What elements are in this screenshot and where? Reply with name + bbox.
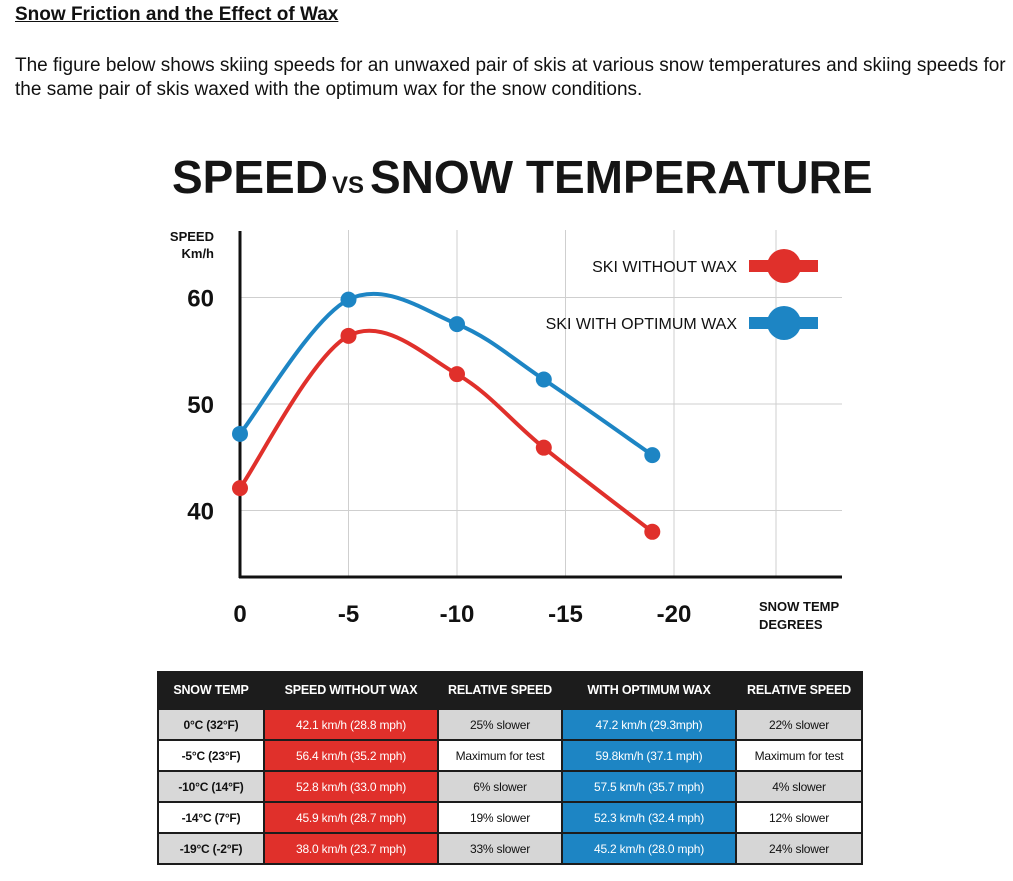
- cell-speed-with-wax: 57.5 km/h (35.7 mph): [561, 770, 737, 803]
- cell-speed-with-wax: 52.3 km/h (32.4 mph): [561, 801, 737, 834]
- cell-relative-speed: 25% slower: [437, 708, 563, 741]
- data-point-without-wax: [644, 523, 661, 540]
- x-tick-label: -10: [440, 601, 475, 628]
- cell-relative-speed: 19% slower: [437, 801, 563, 834]
- cell-speed-without-wax: 42.1 km/h (28.8 mph): [263, 708, 439, 741]
- series-line-without-wax: [238, 328, 655, 534]
- data-point-with-wax: [340, 291, 357, 308]
- y-tick-label: 60: [187, 286, 214, 313]
- table-row: -10°C (14°F) 52.8 km/h (33.0 mph) 6% slo…: [157, 770, 863, 803]
- y-axis-label: SPEED: [170, 229, 214, 244]
- cell-relative-speed: 6% slower: [437, 770, 563, 803]
- x-axis-unit-label: DEGREES: [759, 617, 823, 632]
- x-tick-label: -20: [657, 601, 692, 628]
- chart-title-vs: VS: [331, 172, 364, 199]
- x-axis-label: SNOW TEMP: [759, 599, 839, 614]
- cell-relative-speed: 33% slower: [437, 832, 563, 865]
- cell-speed-with-wax: 45.2 km/h (28.0 mph): [561, 832, 737, 865]
- x-tick-label: -15: [548, 601, 583, 628]
- cell-relative-speed: Maximum for test: [437, 739, 563, 772]
- legend-label-with-wax: SKI WITH OPTIMUM WAX: [546, 316, 738, 333]
- cell-snow-temp: -10°C (14°F): [157, 770, 265, 803]
- header-with-optimum-wax: WITH OPTIMUM WAX: [562, 671, 736, 709]
- header-snow-temp: SNOW TEMP: [158, 671, 264, 709]
- speed-chart: 40 50 60 SPEED Km/h 0 -5 -10 -15 -20 SNOW TEMP DEGR…: [170, 229, 842, 632]
- header-speed-without-wax: SPEED WITHOUT WAX: [264, 671, 438, 709]
- page-heading: Snow Friction and the Effect of Wax: [15, 4, 339, 25]
- data-point-with-wax: [535, 371, 552, 388]
- header-relative-speed: RELATIVE SPEED: [438, 671, 562, 709]
- legend-label-without-wax: SKI WITHOUT WAX: [592, 259, 737, 276]
- header-relative-speed-wax: RELATIVE SPEED: [736, 671, 862, 709]
- cell-snow-temp: -14°C (7°F): [157, 801, 265, 834]
- cell-speed-without-wax: 52.8 km/h (33.0 mph): [263, 770, 439, 803]
- legend-marker-without-wax: [749, 249, 818, 283]
- cell-snow-temp: -19°C (-2°F): [157, 832, 265, 865]
- table-header-row: SNOW TEMP SPEED WITHOUT WAX RELATIVE SPE…: [158, 671, 862, 709]
- chart-title-speed: SPEED: [172, 151, 328, 203]
- chart-title: SPEED VS SNOW TEMPERATURE: [172, 150, 873, 204]
- cell-relative-speed-wax: 12% slower: [735, 801, 863, 834]
- x-tick-label: -5: [338, 601, 359, 628]
- table-row: -14°C (7°F) 45.9 km/h (28.7 mph) 19% slo…: [157, 801, 863, 834]
- legend-marker-with-wax: [749, 306, 818, 340]
- table-row: -5°C (23°F) 56.4 km/h (35.2 mph) Maximum…: [157, 739, 863, 772]
- data-point-without-wax: [449, 366, 465, 383]
- x-tick-label: 0: [233, 601, 246, 628]
- cell-relative-speed-wax: Maximum for test: [735, 739, 863, 772]
- cell-relative-speed-wax: 4% slower: [735, 770, 863, 803]
- table-row: -19°C (-2°F) 38.0 km/h (23.7 mph) 33% sl…: [157, 832, 863, 865]
- cell-snow-temp: -5°C (23°F): [157, 739, 265, 772]
- intro-paragraph: The figure below shows skiing speeds for…: [15, 55, 1006, 100]
- data-point-without-wax: [232, 480, 248, 497]
- cell-relative-speed-wax: 22% slower: [735, 708, 863, 741]
- chart-title-snow-temperature: SNOW TEMPERATURE: [369, 151, 873, 203]
- cell-speed-without-wax: 38.0 km/h (23.7 mph): [263, 832, 439, 865]
- cell-speed-with-wax: 47.2 km/h (29.3mph): [561, 708, 737, 741]
- y-tick-label: 40: [187, 499, 214, 526]
- y-tick-label: 50: [187, 392, 214, 419]
- cell-speed-without-wax: 56.4 km/h (35.2 mph): [263, 739, 439, 772]
- data-point-without-wax: [340, 327, 357, 344]
- data-point-with-wax: [644, 447, 661, 464]
- cell-speed-with-wax: 59.8km/h (37.1 mph): [561, 739, 737, 772]
- y-axis-unit-label: Km/h: [182, 246, 215, 261]
- data-point-with-wax: [449, 316, 465, 333]
- data-point-without-wax: [535, 439, 552, 456]
- cell-relative-speed-wax: 24% slower: [735, 832, 863, 865]
- cell-speed-without-wax: 45.9 km/h (28.7 mph): [263, 801, 439, 834]
- data-point-with-wax: [232, 425, 248, 442]
- speed-table: SNOW TEMP SPEED WITHOUT WAX RELATIVE SPE…: [157, 671, 863, 865]
- table-row: 0°C (32°F) 42.1 km/h (28.8 mph) 25% slow…: [157, 708, 863, 741]
- cell-snow-temp: 0°C (32°F): [157, 708, 265, 741]
